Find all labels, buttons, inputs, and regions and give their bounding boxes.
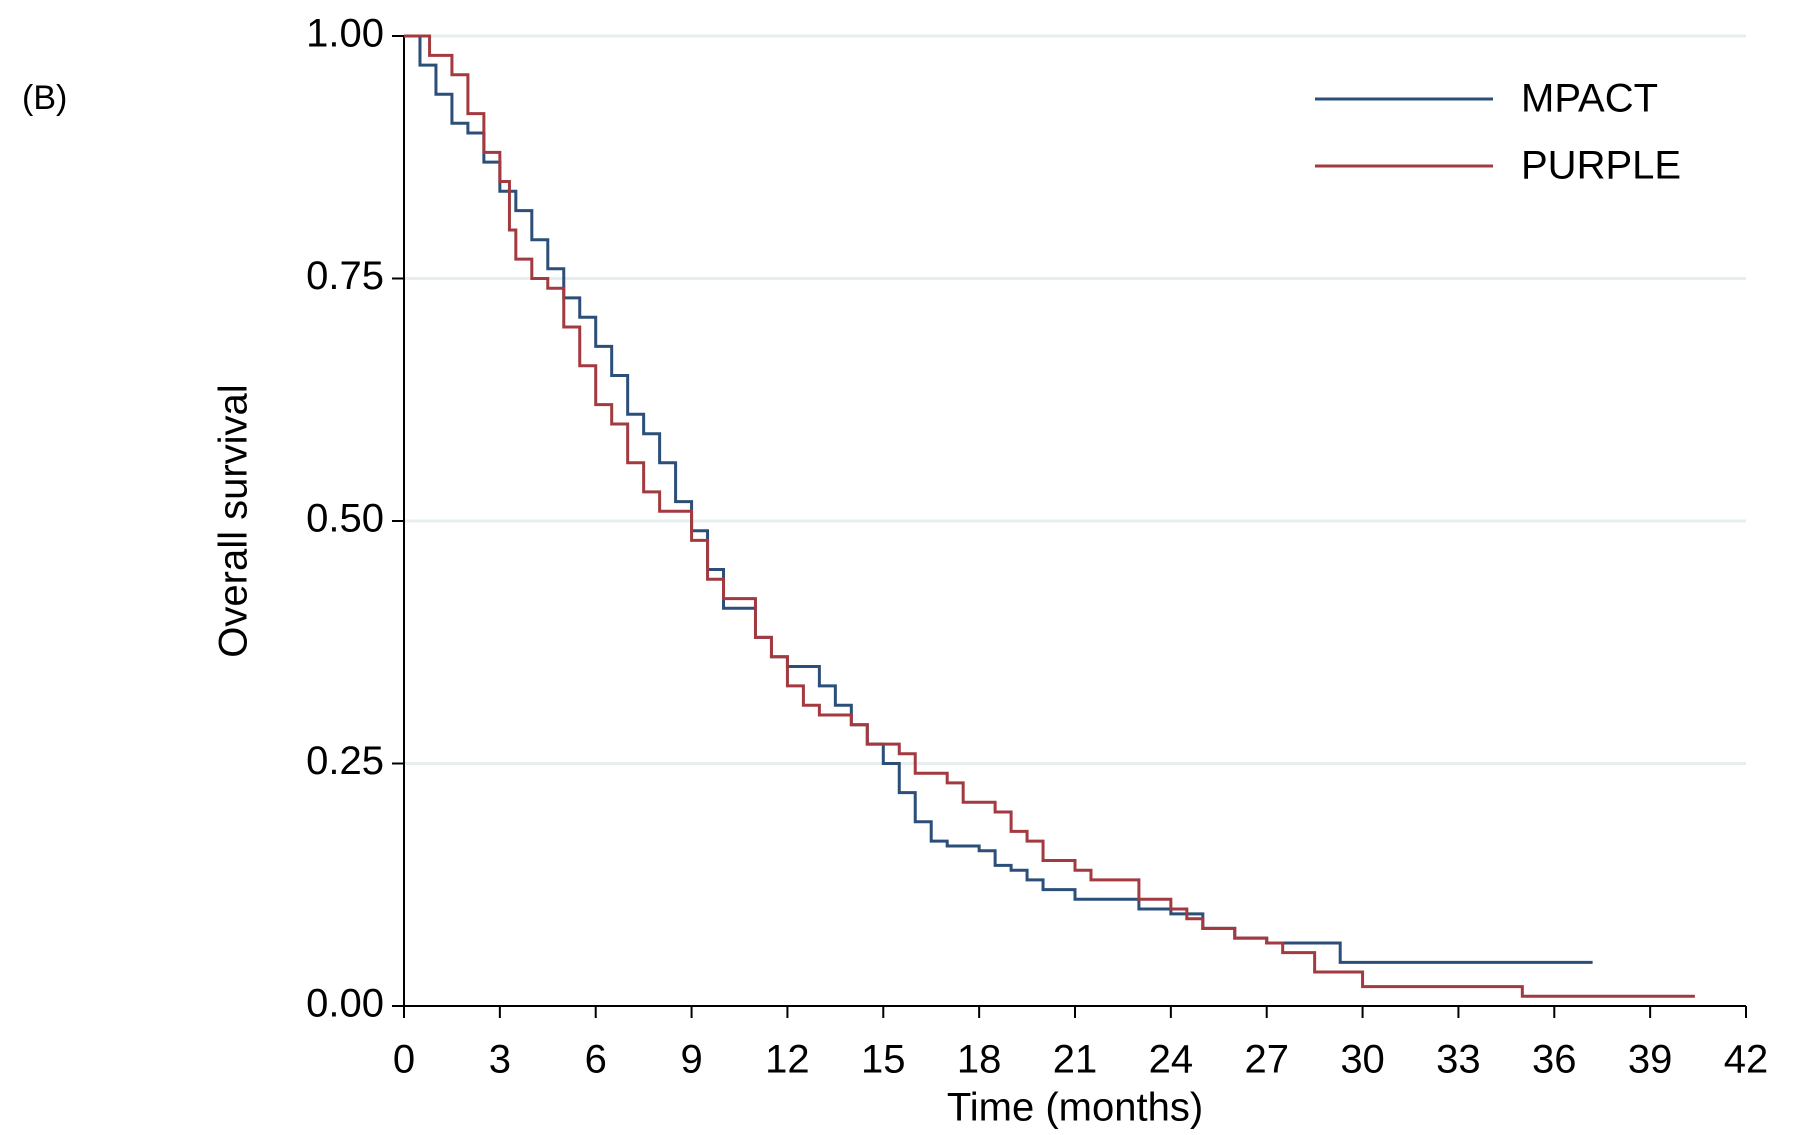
x-axis-label: Time (months) (947, 1086, 1203, 1130)
x-tick-label: 3 (489, 1038, 511, 1082)
y-tick-label: 0.00 (306, 982, 384, 1026)
x-tick-label: 12 (765, 1038, 810, 1082)
legend-label: PURPLE (1521, 144, 1681, 188)
y-tick-label: 1.00 (306, 12, 384, 56)
x-tick-label: 24 (1149, 1038, 1194, 1082)
legend-label: MPACT (1521, 77, 1658, 121)
x-tick-label: 0 (393, 1038, 415, 1082)
y-axis-label: Overall survival (212, 384, 256, 657)
panel-label: (B) (22, 79, 67, 117)
x-tick-label: 9 (680, 1038, 702, 1082)
x-tick-label: 15 (861, 1038, 906, 1082)
x-tick-label: 33 (1436, 1038, 1481, 1082)
survival-line (404, 34, 1695, 998)
y-tick-label: 0.50 (306, 497, 384, 541)
x-tick-label: 21 (1053, 1038, 1098, 1082)
x-tick-label: 6 (585, 1038, 607, 1082)
x-tick-label: 42 (1724, 1038, 1769, 1082)
y-tick-label: 0.25 (306, 739, 384, 783)
x-tick-label: 39 (1628, 1038, 1673, 1082)
y-tick-label: 0.75 (306, 254, 384, 298)
x-tick-label: 27 (1244, 1038, 1289, 1082)
x-tick-label: 18 (957, 1038, 1002, 1082)
survival-line (404, 34, 1593, 964)
x-tick-label: 30 (1340, 1038, 1385, 1082)
x-tick-label: 36 (1532, 1038, 1577, 1082)
